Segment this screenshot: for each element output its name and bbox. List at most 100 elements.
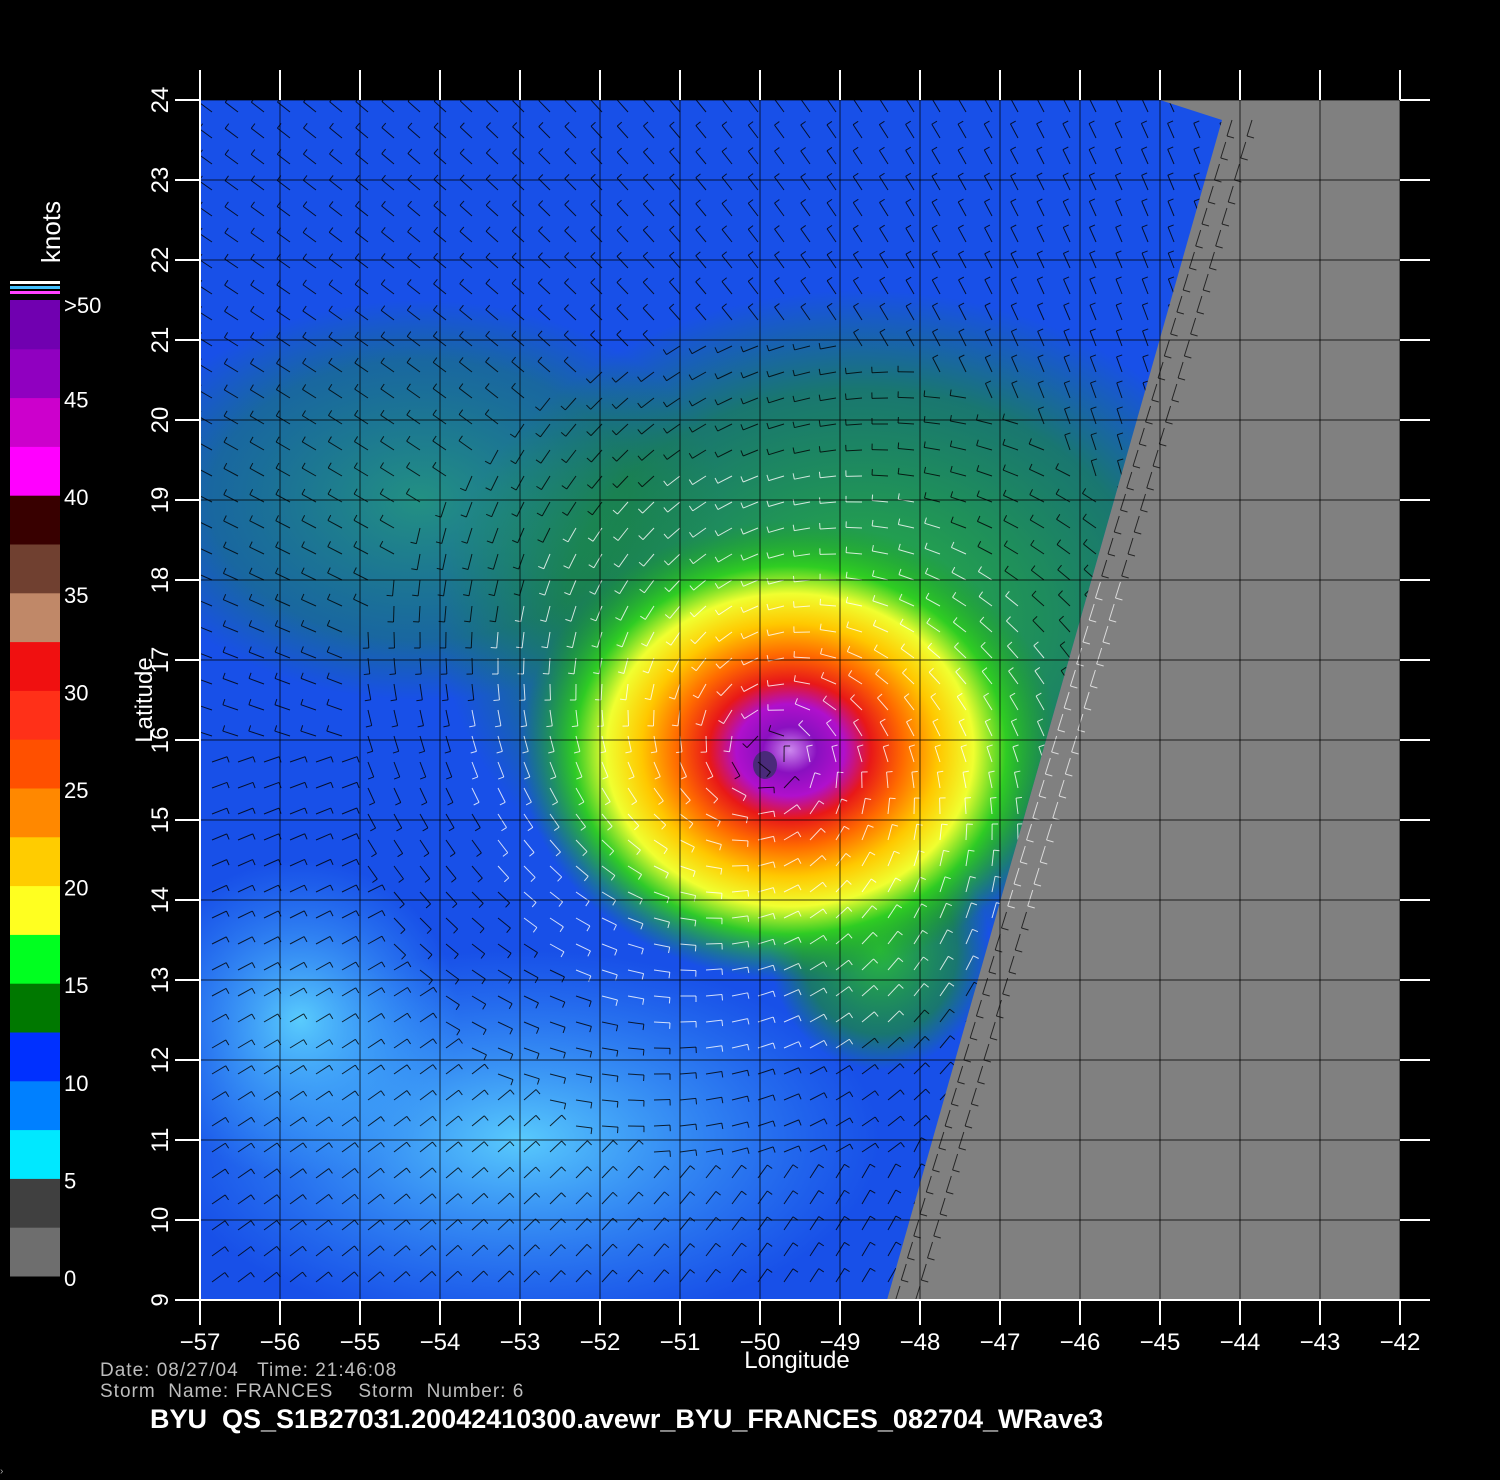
edge-wind-barb <box>1215 229 1222 247</box>
wind-barb <box>459 335 473 347</box>
wind-barb <box>419 1167 433 1179</box>
wind-barb-flag <box>1037 328 1044 332</box>
wind-barb-flag <box>224 149 230 155</box>
wind-barb <box>223 441 239 451</box>
wind-barb-flag <box>968 849 975 852</box>
wind-barb <box>887 1010 900 1023</box>
wind-barb <box>640 371 655 382</box>
wind-barb-flag <box>955 667 961 673</box>
wind-barb-flag <box>448 827 455 832</box>
wind-barb <box>354 388 369 399</box>
wind-barb-flag <box>872 932 878 937</box>
wind-barb <box>497 917 511 929</box>
wind-barb-flag <box>564 174 570 179</box>
wind-barb-flag <box>355 1039 360 1045</box>
edge-wind-barb <box>1120 493 1126 511</box>
wind-barb <box>458 414 473 425</box>
wind-barb-flag <box>607 825 613 831</box>
wind-barb <box>594 579 603 595</box>
wind-barb-flag <box>976 465 980 472</box>
wind-barb-flag <box>531 902 537 908</box>
wind-barb-flag <box>1028 438 1032 445</box>
wind-barb-flag <box>1031 590 1037 596</box>
wind-barb <box>497 1141 511 1153</box>
wind-barb <box>367 1219 381 1231</box>
wind-barb <box>289 961 305 971</box>
lat-tick-label: 13 <box>147 967 174 994</box>
wind-barb-flag <box>459 200 465 206</box>
wind-barb <box>695 203 707 217</box>
edge-wind-barb-flag <box>1020 861 1028 865</box>
wind-barb-flag <box>486 540 493 544</box>
wind-barb <box>575 709 579 726</box>
wind-barb <box>906 721 915 737</box>
wind-barb <box>575 1125 592 1129</box>
colorbar-label: 25 <box>64 778 88 803</box>
wind-barb <box>731 1190 742 1205</box>
wind-barb <box>224 258 239 269</box>
wind-barbs <box>200 100 1222 1283</box>
wind-barb-flag <box>950 491 954 498</box>
wind-barb-flag <box>690 639 696 644</box>
wind-barb-flag <box>222 620 226 627</box>
wind-barb <box>939 956 949 971</box>
wind-barb <box>653 1150 670 1153</box>
wind-barb-flag <box>637 481 643 488</box>
wind-barb <box>393 735 400 752</box>
wind-barb <box>379 545 395 555</box>
wind-barb <box>852 254 863 269</box>
wind-barb-flag <box>616 121 623 127</box>
wind-barb-flag <box>1141 172 1148 176</box>
wind-barb <box>976 495 993 503</box>
wind-barb-flag <box>564 304 569 310</box>
wind-barb-flag <box>249 410 254 417</box>
wind-barb <box>774 306 785 321</box>
wind-barb-flag <box>663 1269 670 1274</box>
wind-barb <box>743 501 759 509</box>
wind-barb <box>955 671 967 685</box>
wind-barb <box>302 310 317 321</box>
wind-barb <box>520 605 525 622</box>
wind-barb-flag <box>329 175 334 181</box>
wind-barb <box>846 397 863 400</box>
wind-barb-flag <box>871 519 874 526</box>
wind-barb <box>367 1116 382 1127</box>
edge-wind-barb <box>982 977 989 995</box>
wind-barb-flag <box>563 1103 567 1110</box>
wind-barb <box>826 150 837 165</box>
wind-barb <box>564 204 577 217</box>
wind-barb <box>537 282 551 295</box>
wind-barb-flag <box>300 646 304 653</box>
wind-barb <box>850 698 863 711</box>
wind-barb-flag <box>250 253 255 260</box>
wind-barb <box>497 1073 514 1081</box>
wind-barb-flag <box>822 908 827 915</box>
wind-barb <box>757 1146 774 1153</box>
wind-barb <box>328 231 343 243</box>
wind-barb-flag <box>303 123 308 129</box>
wind-barb <box>931 279 941 295</box>
wind-barb-flag <box>847 933 853 939</box>
edge-wind-barb-flag <box>1058 795 1067 799</box>
wind-barb <box>820 397 837 402</box>
wind-barb-flag <box>588 1000 592 1007</box>
wind-barb-flag <box>1033 641 1039 647</box>
wind-barb-flag <box>1002 413 1005 420</box>
wind-barb <box>568 553 577 569</box>
wind-barb <box>237 962 253 971</box>
edge-wind-barb <box>1171 383 1178 401</box>
wind-barb <box>250 336 265 347</box>
wind-barb <box>471 1218 485 1231</box>
wind-barb <box>1089 279 1097 295</box>
wind-barb-flag <box>392 750 399 754</box>
edge-wind-barb-flag <box>1152 465 1161 469</box>
wind-barb <box>627 1139 640 1153</box>
wind-barb <box>984 305 993 321</box>
wind-barb-flag <box>564 278 570 284</box>
wind-barb <box>485 230 499 243</box>
wind-barb-flag <box>381 100 387 102</box>
wind-barb <box>289 1013 305 1023</box>
wind-barb-flag <box>766 771 771 778</box>
wind-barb <box>445 969 460 980</box>
wind-barb <box>523 735 529 752</box>
